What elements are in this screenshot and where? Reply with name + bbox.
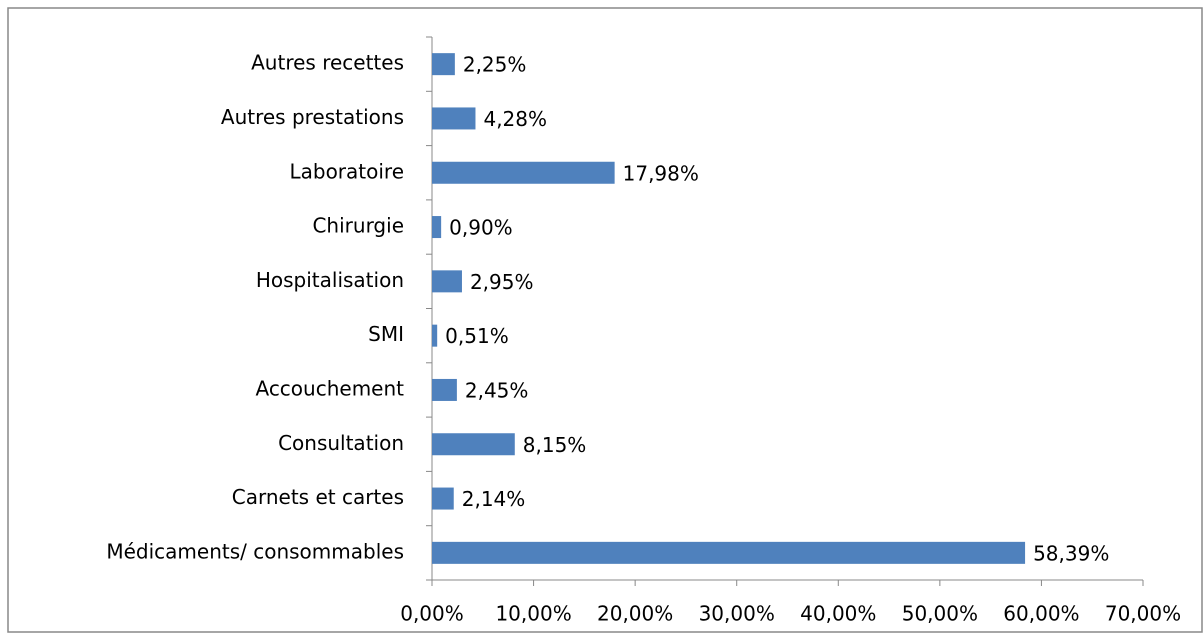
value-label: 8,15% <box>523 433 587 457</box>
bar <box>432 107 476 130</box>
value-label: 4,28% <box>483 107 547 131</box>
value-label: 0,51% <box>445 324 509 348</box>
x-tick-label: 20,00% <box>597 602 673 626</box>
x-tick-label: 30,00% <box>699 602 775 626</box>
value-label: 2,14% <box>462 487 526 511</box>
y-tick-label: Autres recettes <box>251 51 404 75</box>
y-tick-label: Autres prestations <box>221 105 404 129</box>
x-tick-label: 10,00% <box>495 602 571 626</box>
y-tick-label: Laboratoire <box>289 159 404 183</box>
y-tick-label: Consultation <box>278 431 404 455</box>
x-tick-label: 70,00% <box>1105 602 1181 626</box>
bar <box>432 53 455 76</box>
chart-frame <box>7 7 1203 633</box>
value-label: 58,39% <box>1033 541 1109 565</box>
bar <box>432 161 615 184</box>
bar <box>432 487 454 510</box>
x-tick-label: 60,00% <box>1003 602 1079 626</box>
value-label: 2,25% <box>463 53 527 77</box>
x-tick-label: 40,00% <box>800 602 876 626</box>
bar <box>432 270 462 293</box>
y-tick-label: Accouchement <box>255 376 404 400</box>
value-label: 2,45% <box>465 378 529 402</box>
x-tick-label: 50,00% <box>902 602 978 626</box>
value-label: 17,98% <box>623 161 699 185</box>
value-label: 2,95% <box>470 270 534 294</box>
bar <box>432 216 442 239</box>
y-tick-label: Hospitalisation <box>256 268 404 292</box>
x-tick-label: 0,00% <box>400 602 464 626</box>
y-tick-label: SMI <box>368 322 404 346</box>
y-tick-label: Carnets et cartes <box>232 485 404 509</box>
bar <box>432 541 1026 564</box>
bar <box>432 433 515 456</box>
y-tick-label: Médicaments/ consommables <box>106 539 404 563</box>
bar <box>432 378 457 401</box>
bar <box>432 324 438 347</box>
y-tick-label: Chirurgie <box>312 214 404 238</box>
value-label: 0,90% <box>449 216 513 240</box>
